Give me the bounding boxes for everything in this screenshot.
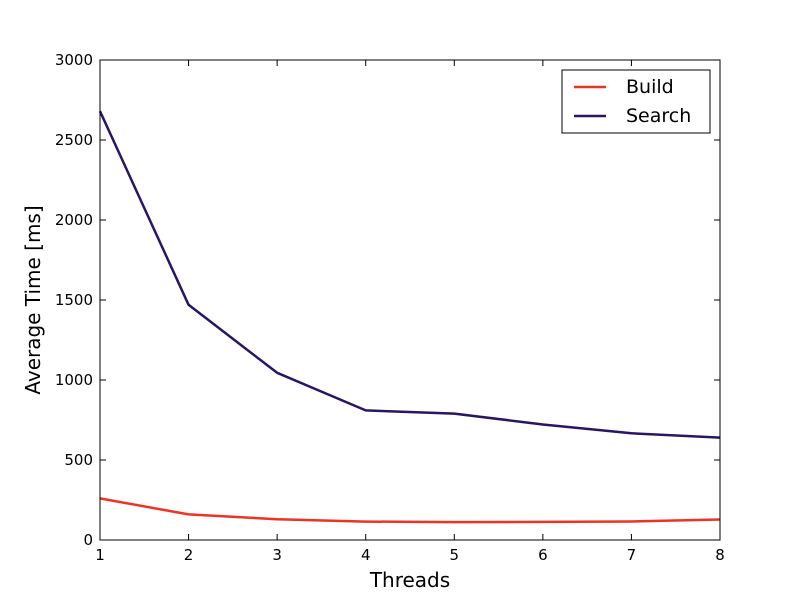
y-tick-label-2500: 2500 xyxy=(55,131,93,149)
x-tick-label-8: 8 xyxy=(715,546,725,564)
y-tick-label-1500: 1500 xyxy=(55,291,93,309)
x-axis-label: Threads xyxy=(369,568,450,592)
legend-box xyxy=(561,69,711,134)
x-tick-label-2: 2 xyxy=(184,546,194,564)
y-tick-label-2000: 2000 xyxy=(55,211,93,229)
legend: Build Search xyxy=(561,69,711,134)
plot-frame xyxy=(99,59,721,541)
x-tick-label-4: 4 xyxy=(361,546,371,564)
x-tick-label-7: 7 xyxy=(627,546,637,564)
tick-labels: 1 2 3 4 5 6 7 8 0 500 1000 1500 2000 2500 3000 xyxy=(55,51,725,564)
x-tick-label-3: 3 xyxy=(272,546,282,564)
y-tick-label-3000: 3000 xyxy=(55,51,93,69)
legend-label-search: Search xyxy=(626,105,691,127)
series-line-build xyxy=(99,497,721,524)
y-tick-label-500: 500 xyxy=(64,451,93,469)
y-tick-label-0: 0 xyxy=(83,531,93,549)
x-tick-label-6: 6 xyxy=(538,546,548,564)
legend-label-build: Build xyxy=(626,76,674,98)
series-layer xyxy=(98,110,721,524)
x-tick-label-5: 5 xyxy=(450,546,460,564)
y-tick-label-1000: 1000 xyxy=(55,371,93,389)
y-axis-label: Average Time [ms] xyxy=(21,205,45,394)
series-line-search xyxy=(98,110,721,439)
x-tick-label-1: 1 xyxy=(95,546,105,564)
